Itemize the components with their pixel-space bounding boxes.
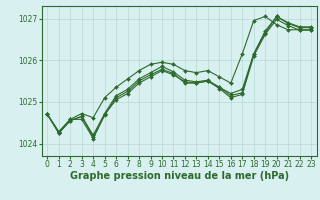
- X-axis label: Graphe pression niveau de la mer (hPa): Graphe pression niveau de la mer (hPa): [70, 171, 289, 181]
